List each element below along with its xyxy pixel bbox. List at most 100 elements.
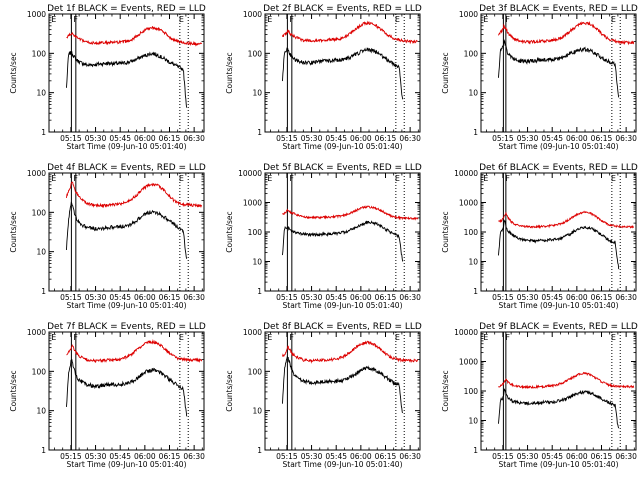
- x-tick-label: 06:30: [399, 293, 421, 302]
- detector-panel: Det 4f BLACK = Events, RED = LLD 1 10 100 10…: [9, 163, 206, 310]
- y-tick-label: 10: [36, 248, 46, 257]
- x-tick-label: 05:15: [492, 452, 514, 461]
- x-tick-label: 05:15: [492, 293, 514, 302]
- x-tick-label: 05:30: [517, 452, 539, 461]
- y-tick-label: 10: [468, 417, 478, 426]
- x-tick-label: 06:30: [399, 134, 421, 143]
- y-tick-label: 1000: [459, 358, 478, 367]
- y-axis-label: Counts/sec: [225, 370, 234, 411]
- x-tick-label: 06:15: [591, 452, 613, 461]
- detector-panel: Det 2f BLACK = Events, RED = LLD 1 10 100 10…: [225, 4, 422, 151]
- x-tick-label: 06:00: [350, 293, 372, 302]
- interval-marker-label: F: [73, 15, 78, 24]
- x-tick-label: 06:30: [615, 134, 637, 143]
- panel-title: Det 7f BLACK = Events, RED = LLD: [47, 322, 206, 332]
- interval-marker-label: E: [179, 15, 184, 24]
- y-tick-label: 1000: [243, 199, 262, 208]
- x-tick-label: 05:30: [517, 134, 539, 143]
- plot-frame: [48, 172, 205, 292]
- x-tick-label: 06:00: [566, 452, 588, 461]
- plot-frame: [480, 13, 637, 133]
- y-tick-label: 10: [468, 89, 478, 98]
- x-tick-label: 06:30: [183, 293, 205, 302]
- lld-series-line: [282, 20, 418, 45]
- interval-marker-label: E: [179, 174, 184, 183]
- x-axis-label: Start Time (09-Jun-10 05:01:40): [499, 301, 619, 310]
- x-tick-label: 05:45: [325, 452, 347, 461]
- x-tick-label: 05:45: [541, 452, 563, 461]
- panel-title: Det 9f BLACK = Events, RED = LLD: [479, 322, 638, 332]
- x-tick-label: 06:15: [375, 134, 397, 143]
- interval-marker-label: F: [73, 174, 78, 183]
- plot-frame: [264, 331, 421, 451]
- panel-title: Det 4f BLACK = Events, RED = LLD: [47, 163, 206, 173]
- interval-marker-label: F: [289, 15, 294, 24]
- lld-series-line: [66, 339, 203, 364]
- x-axis-label: Start Time (09-Jun-10 05:01:40): [499, 460, 619, 469]
- events-series-line: [498, 388, 620, 429]
- x-axis-label: Start Time (09-Jun-10 05:01:40): [283, 142, 403, 151]
- y-tick-label: 1: [41, 128, 46, 137]
- x-axis-label: Start Time (09-Jun-10 05:01:40): [499, 142, 619, 151]
- interval-marker-label: F: [505, 15, 510, 24]
- y-tick-label: 100: [464, 49, 479, 58]
- interval-marker-label: E: [395, 333, 400, 342]
- x-tick-label: 06:00: [134, 452, 156, 461]
- y-axis-label: Counts/sec: [9, 52, 18, 93]
- y-axis-label: Counts/sec: [441, 370, 450, 411]
- panel-title: Det 8f BLACK = Events, RED = LLD: [263, 322, 422, 332]
- y-tick-label: 1: [41, 446, 46, 455]
- y-tick-label: 1000: [243, 10, 262, 19]
- events-series-line: [282, 355, 404, 414]
- y-tick-label: 10: [36, 407, 46, 416]
- detector-panel: Det 3f BLACK = Events, RED = LLD 1 10 100 10…: [441, 4, 638, 151]
- interval-marker-label: E: [267, 15, 272, 24]
- x-tick-label: 06:30: [615, 293, 637, 302]
- x-tick-label: 05:30: [301, 293, 323, 302]
- lld-series-line: [498, 210, 634, 230]
- x-tick-label: 05:45: [109, 134, 131, 143]
- y-tick-label: 1: [257, 287, 262, 296]
- x-tick-label: 06:00: [566, 293, 588, 302]
- y-axis-label: Counts/sec: [9, 370, 18, 411]
- plot-frame: [264, 13, 421, 133]
- panel-title: Det 1f BLACK = Events, RED = LLD: [47, 4, 206, 14]
- y-tick-label: 100: [464, 228, 479, 237]
- x-tick-label: 05:30: [301, 452, 323, 461]
- interval-marker-label: F: [73, 333, 78, 342]
- y-tick-label: 1000: [27, 328, 46, 337]
- y-tick-label: 100: [32, 367, 47, 376]
- x-tick-label: 06:15: [159, 293, 181, 302]
- y-tick-label: 100: [464, 387, 479, 396]
- x-tick-label: 05:45: [109, 293, 131, 302]
- interval-marker-label: E: [611, 333, 616, 342]
- x-tick-label: 05:15: [276, 452, 298, 461]
- x-tick-label: 06:15: [375, 293, 397, 302]
- x-tick-label: 05:45: [325, 134, 347, 143]
- x-axis-label: Start Time (09-Jun-10 05:01:40): [283, 301, 403, 310]
- interval-marker-label: E: [395, 174, 400, 183]
- y-axis-label: Counts/sec: [441, 52, 450, 93]
- events-series-line: [66, 201, 188, 259]
- y-tick-label: 10: [252, 258, 262, 267]
- interval-marker-label: E: [611, 174, 616, 183]
- x-tick-label: 05:15: [276, 134, 298, 143]
- detector-panel: Det 7f BLACK = Events, RED = LLD 1 10 100 10…: [9, 322, 206, 469]
- y-axis-label: Counts/sec: [9, 211, 18, 252]
- interval-marker-label: E: [483, 333, 488, 342]
- detector-panel: Det 8f BLACK = Events, RED = LLD 1 10 100 10…: [225, 322, 422, 469]
- interval-marker-label: E: [51, 174, 56, 183]
- panel-title: Det 2f BLACK = Events, RED = LLD: [263, 4, 422, 14]
- y-tick-label: 1000: [459, 10, 478, 19]
- y-tick-label: 100: [248, 228, 263, 237]
- x-axis-label: Start Time (09-Jun-10 05:01:40): [67, 301, 187, 310]
- events-series-line: [498, 219, 620, 270]
- x-axis-label: Start Time (09-Jun-10 05:01:40): [67, 142, 187, 151]
- y-tick-label: 1000: [459, 199, 478, 208]
- lld-series-line: [66, 26, 203, 47]
- x-axis-label: Start Time (09-Jun-10 05:01:40): [283, 460, 403, 469]
- plot-frame: [48, 331, 205, 451]
- x-tick-label: 05:30: [301, 134, 323, 143]
- interval-marker-label: E: [51, 333, 56, 342]
- interval-marker-label: F: [505, 333, 510, 342]
